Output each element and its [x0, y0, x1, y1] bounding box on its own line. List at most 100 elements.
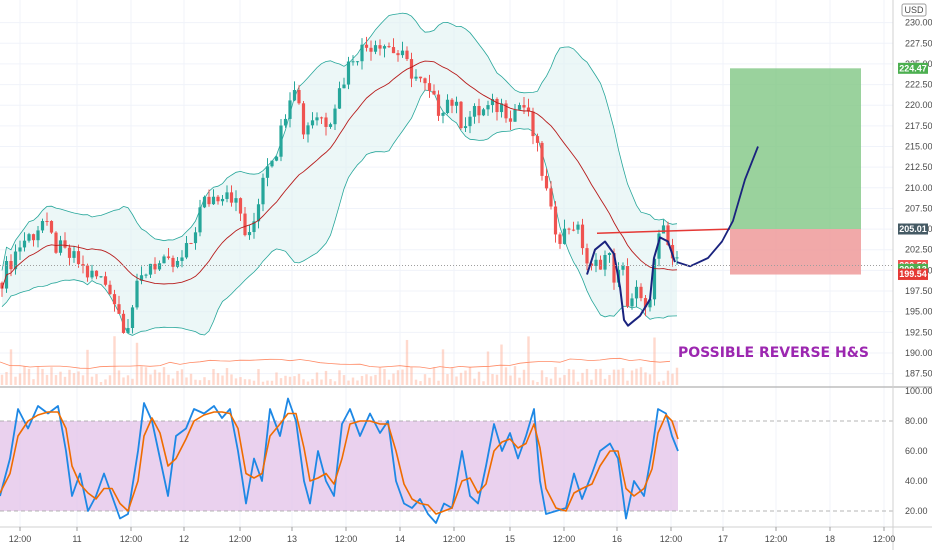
candle-body: [0, 282, 4, 289]
time-tick-label: 13: [287, 534, 297, 544]
volume-bar: [176, 370, 179, 385]
volume-bar: [302, 379, 305, 385]
volume-bar: [104, 379, 107, 385]
currency-selector[interactable]: USD: [901, 3, 927, 17]
price-tick-label: 210.00: [905, 183, 932, 193]
volume-bar: [257, 369, 260, 385]
volume-bar: [243, 379, 247, 385]
volume-bar: [437, 380, 440, 385]
candle-body: [585, 248, 589, 264]
volume-bar: [126, 375, 130, 385]
volume-bar: [432, 367, 436, 385]
volume-bar: [563, 375, 566, 385]
volume-bar: [392, 373, 395, 385]
volume-bar: [531, 380, 535, 385]
volume-bar: [581, 372, 584, 385]
candle-body: [634, 286, 639, 299]
volume-bar: [153, 369, 157, 385]
price-tag: [898, 268, 928, 280]
time-axis[interactable]: 12:00 11 12:00 12 12:00 13 12:00 14 12:00 15 12:00…: [9, 527, 896, 544]
candle-body: [85, 265, 90, 278]
volume-bar: [50, 367, 53, 385]
candle-body: [108, 284, 112, 295]
volume-bar: [122, 377, 125, 385]
candle-body: [454, 101, 459, 106]
volume-bar: [167, 374, 170, 385]
time-tick-label: 16: [612, 534, 622, 544]
candle-body: [472, 106, 477, 117]
volume-bar: [675, 367, 679, 385]
volume-bar: [279, 378, 283, 385]
volume-bar: [540, 370, 544, 385]
candle-body: [139, 275, 144, 281]
volume-bar: [666, 370, 670, 385]
volume-bar: [446, 374, 449, 385]
candle-body: [499, 103, 504, 113]
time-tick-label: 14: [395, 534, 405, 544]
volume-bar: [653, 337, 656, 385]
volume-bar: [239, 377, 242, 385]
stochastic-axis[interactable]: 20.00 40.00 60.00 80.00 100.00: [905, 386, 932, 516]
candle-body: [391, 47, 396, 54]
volume-bar: [405, 339, 409, 385]
candle-body: [31, 234, 36, 241]
time-tick-label: 12:00: [660, 534, 683, 544]
candle-body: [211, 196, 216, 205]
volume-bar: [9, 349, 13, 385]
volume-bar: [626, 380, 629, 385]
candle-body: [562, 228, 567, 244]
volume-bar: [518, 377, 521, 385]
volume-bar: [383, 368, 386, 385]
candle-body: [612, 253, 616, 283]
price-tick-label: 212.50: [905, 162, 932, 172]
candle-body: [513, 109, 517, 122]
volume-bar: [333, 381, 337, 385]
volume-bar: [288, 376, 292, 385]
candle-body: [418, 76, 423, 79]
candle-body: [171, 257, 175, 267]
volume-bar: [54, 375, 58, 385]
volume-bar: [612, 369, 616, 385]
volume-bar: [189, 373, 193, 385]
volume-bar: [630, 370, 634, 385]
volume-bar: [464, 370, 467, 385]
volume-bars: [0, 336, 679, 385]
volume-bar: [230, 374, 233, 385]
time-tick-label: 12:00: [553, 534, 576, 544]
price-tick-label: 222.50: [905, 80, 932, 90]
currency-label: USD: [904, 5, 924, 15]
volume-bar: [621, 368, 625, 385]
price-tick-label: 190.00: [905, 348, 932, 358]
candle-body: [234, 198, 238, 203]
candle-body: [103, 276, 108, 285]
volume-bar: [378, 367, 382, 385]
candle-body: [126, 328, 130, 333]
volume-bar: [648, 374, 652, 385]
volume-bar: [77, 371, 80, 385]
time-tick-label: 12:00: [873, 534, 896, 544]
volume-bar: [18, 373, 22, 385]
candle-body: [261, 177, 265, 205]
candlesticks: [0, 36, 679, 334]
volume-bar: [356, 380, 359, 385]
candle-body: [625, 266, 630, 307]
candle-body: [657, 233, 661, 259]
candle-body: [27, 234, 31, 241]
candle-body: [243, 213, 247, 236]
candle-body: [517, 105, 522, 110]
volume-bar: [198, 380, 202, 385]
candle-body: [576, 224, 580, 230]
price-tag: [898, 62, 928, 74]
candle-body: [202, 196, 207, 208]
candle-body: [400, 50, 405, 56]
volume-bar: [419, 381, 422, 385]
candle-body: [648, 299, 652, 308]
candle-body: [526, 107, 531, 112]
price-tick-label: 230.00: [905, 18, 932, 28]
candle-body: [193, 232, 198, 244]
candle-body: [463, 126, 468, 129]
candle-body: [405, 50, 409, 60]
candle-body: [481, 109, 486, 116]
time-tick-label: 11: [72, 534, 81, 544]
